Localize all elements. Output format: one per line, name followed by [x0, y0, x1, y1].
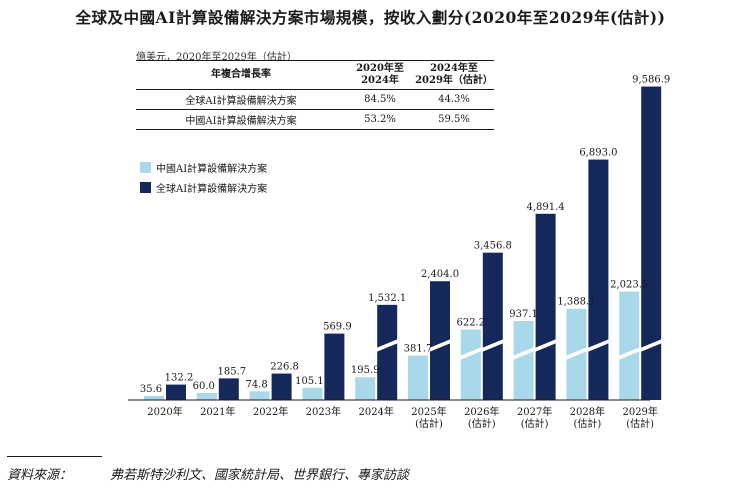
axis-break-mark — [512, 347, 535, 360]
bar-global — [324, 333, 345, 400]
cagr-header-label: 年複合增長率 — [136, 60, 346, 90]
data-label-china: 381.7 — [404, 344, 433, 355]
x-tick-label: 2021年 — [200, 405, 235, 418]
cagr-value: 84.5% — [346, 89, 414, 110]
bar-global — [271, 373, 292, 400]
data-label-global: 132.2 — [165, 373, 194, 384]
cagr-row-label: 中國AI計算設備解決方案 — [136, 109, 346, 130]
data-label-china: 622.2 — [456, 317, 485, 328]
x-tick-label: (估計) — [521, 417, 549, 430]
legend-label-global: 全球AI計算設備解決方案 — [156, 184, 268, 195]
bar-china — [302, 387, 323, 400]
bar-global — [641, 86, 662, 401]
cagr-row-label: 全球AI計算設備解決方案 — [136, 89, 346, 110]
data-label-china: 1,388.1 — [557, 297, 595, 308]
x-tick-label: 2026年 — [464, 405, 499, 418]
data-label-global: 4,891.4 — [527, 202, 565, 213]
legend-swatch-global — [140, 182, 151, 193]
source-text: 弗若斯特沙利文、國家統計局、世界銀行、專家訪談 — [110, 468, 410, 483]
cagr-table: 年複合增長率 2020年至 2024年 2024年至 2029年（估計） 全球AI計… — [136, 60, 494, 130]
axis-break-mark — [565, 347, 588, 360]
bar-china — [513, 320, 534, 400]
legend-label-china: 中國AI計算設備解決方案 — [156, 164, 268, 175]
x-tick-label: 2024年 — [358, 405, 393, 418]
axis-break-mark — [587, 339, 610, 352]
bar-global — [430, 281, 450, 400]
data-label-china: 105.1 — [295, 376, 324, 387]
bar-china — [249, 391, 270, 400]
cagr-table-header: 年複合增長率 2020年至 2024年 2024年至 2029年（估計） — [136, 60, 494, 90]
cagr-row-global: 全球AI計算設備解決方案 84.5% 44.3% — [136, 89, 494, 110]
data-label-china: 195.9 — [351, 365, 380, 376]
bar-global — [535, 213, 556, 400]
axis-break-mark — [640, 339, 663, 352]
x-tick-label: (估計) — [573, 417, 601, 430]
axis-break-mark — [459, 347, 482, 360]
data-label-china: 35.6 — [140, 384, 162, 395]
unit-note: 億美元，2020年至2029年（估計） — [136, 52, 297, 63]
x-tick-label: 2028年 — [570, 405, 605, 418]
data-label-china: 60.0 — [193, 381, 215, 392]
data-label-global: 226.8 — [270, 362, 299, 373]
bar-china — [355, 377, 376, 400]
x-tick-label: 2029年 — [622, 405, 657, 418]
bar-china — [144, 395, 164, 400]
bar-global — [166, 384, 186, 400]
bar-global — [588, 159, 609, 400]
data-label-global: 185.7 — [217, 366, 246, 377]
data-label-global: 6,893.0 — [579, 148, 617, 159]
axis-break-mark — [429, 339, 451, 352]
x-tick-label: 2020年 — [147, 405, 182, 418]
x-tick-label: 2022年 — [253, 405, 288, 418]
data-label-global: 569.9 — [323, 322, 352, 333]
axis-break-mark — [618, 347, 641, 360]
axis-break-mark — [376, 339, 399, 352]
bar-china — [196, 393, 217, 400]
data-label-china: 74.8 — [245, 379, 267, 390]
cagr-value: 44.3% — [414, 89, 494, 110]
x-tick-label: (估計) — [468, 417, 496, 430]
data-label-global: 3,456.8 — [474, 241, 512, 252]
bar-global — [218, 378, 239, 400]
data-label-china: 2,023.5 — [610, 280, 648, 291]
cagr-value: 53.2% — [346, 109, 414, 130]
bar-global — [377, 304, 398, 400]
x-tick-label: 2023年 — [306, 405, 341, 418]
data-label-global: 1,532.1 — [368, 293, 406, 304]
cagr-row-china: 中國AI計算設備解決方案 53.2% 59.5% — [136, 109, 494, 130]
bar-china — [619, 291, 640, 400]
data-label-china: 937.1 — [509, 309, 538, 320]
legend-swatch-china — [140, 162, 151, 173]
footer-divider — [7, 456, 102, 457]
x-tick-label: 2027年 — [517, 405, 552, 418]
axis-break-mark — [481, 339, 504, 352]
chart-title: 全球及中國AI計算設備解決方案市場規模，按收入劃分(2020年至2029年(估計… — [75, 8, 666, 27]
bar-china — [408, 355, 428, 400]
source-note: 資料來源： 弗若斯特沙利文、國家統計局、世界銀行、專家訪談 — [7, 464, 409, 483]
x-tick-label: (估計) — [415, 417, 443, 430]
legend-item-china: 中國AI計算設備解決方案 — [140, 160, 267, 175]
x-tick-label: 2025年 — [411, 405, 446, 418]
bar-china — [460, 329, 481, 400]
x-tick-label: (估計) — [626, 417, 654, 430]
data-label-global: 2,404.0 — [421, 269, 459, 280]
axis-break-mark — [534, 339, 557, 352]
data-label-global: 9,586.9 — [632, 75, 670, 86]
bar-global — [482, 252, 503, 400]
cagr-value: 59.5% — [414, 109, 494, 130]
cagr-header-period-1: 2020年至 2024年 — [346, 60, 414, 90]
source-label: 資料來源： — [7, 468, 73, 483]
chart-legend: 中國AI計算設備解決方案 全球AI計算設備解決方案 — [140, 160, 267, 200]
legend-item-global: 全球AI計算設備解決方案 — [140, 180, 267, 195]
cagr-header-period-2: 2024年至 2029年（估計） — [414, 60, 494, 90]
